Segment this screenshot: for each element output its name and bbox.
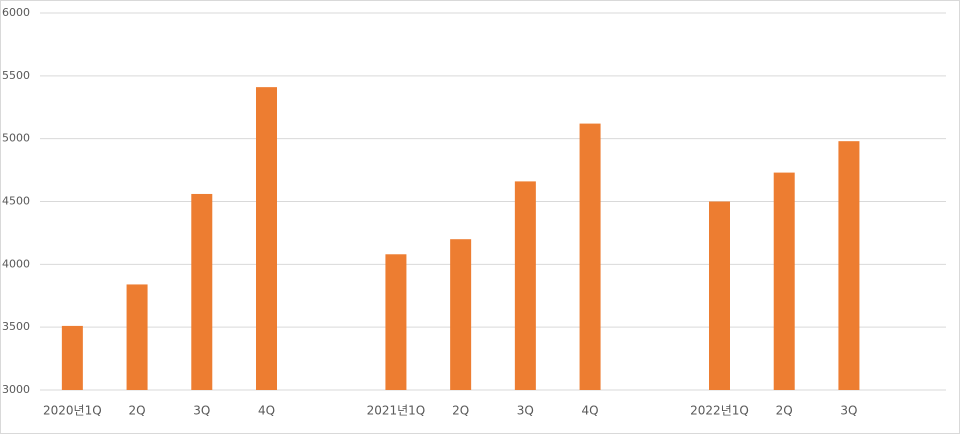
bar [450, 239, 472, 390]
bar [385, 254, 407, 390]
bar [838, 141, 860, 390]
x-tick-label: 2Q [129, 404, 146, 418]
x-tick-label: 2Q [776, 404, 793, 418]
bar [191, 193, 213, 390]
y-tick-label: 4000 [2, 257, 30, 270]
x-tick-label: 2022년1Q [690, 404, 749, 418]
y-tick-label: 4500 [2, 195, 30, 208]
bar [126, 284, 148, 390]
x-tick-label: 3Q [193, 404, 210, 418]
x-tick-label: 4Q [582, 404, 599, 418]
y-tick-label: 3500 [2, 320, 30, 333]
bar [709, 201, 730, 390]
bar [256, 87, 277, 390]
x-tick-label: 3Q [840, 404, 857, 418]
x-tick-label: 2020년1Q [43, 404, 102, 418]
x-tick-label: 2021년1Q [367, 404, 426, 418]
bar [773, 172, 795, 390]
y-tick-label: 5500 [2, 69, 30, 82]
bar [61, 325, 83, 390]
x-tick-label: 3Q [517, 404, 534, 418]
y-tick-label: 6000 [2, 6, 30, 19]
y-tick-label: 5000 [2, 132, 30, 145]
bar [579, 123, 601, 390]
x-tick-label: 4Q [258, 404, 275, 418]
y-tick-label: 3000 [2, 383, 30, 396]
x-tick-label: 2Q [452, 404, 469, 418]
bar [514, 181, 536, 390]
